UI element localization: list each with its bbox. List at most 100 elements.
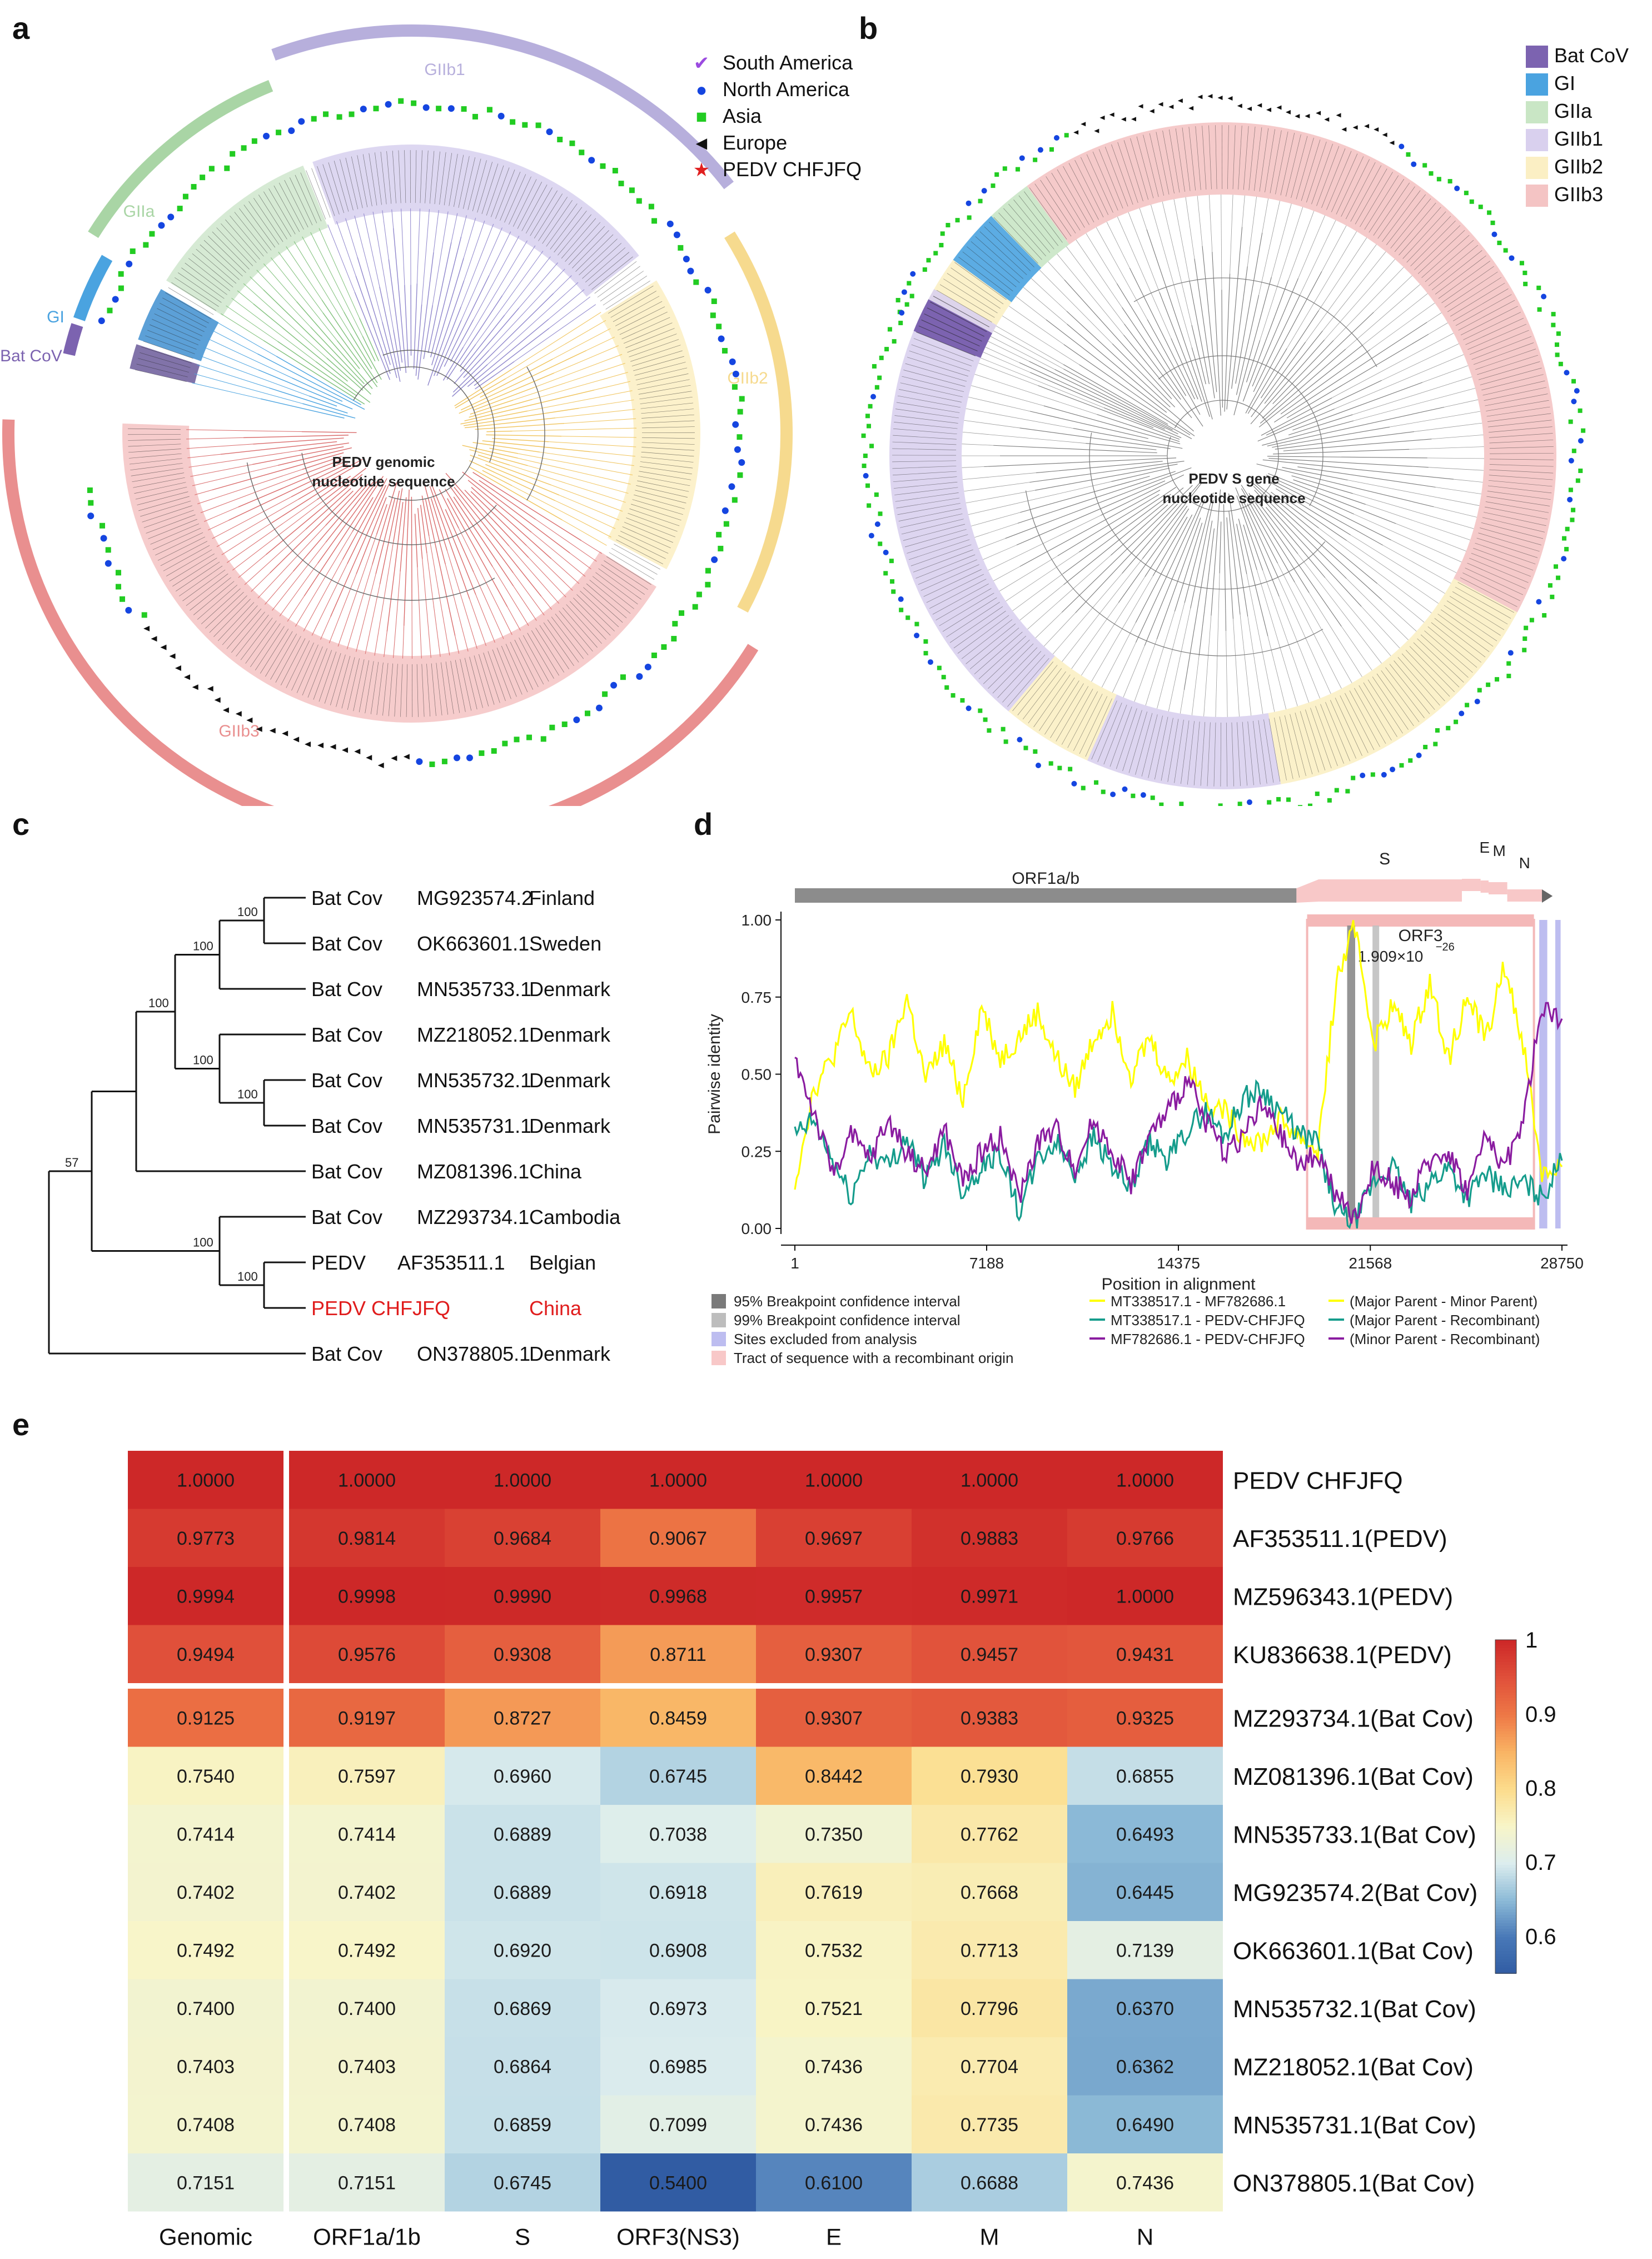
europe-marker [403,754,410,760]
tree-branch [1260,349,1346,424]
tip-label [1040,180,1076,233]
tree-branch [363,213,380,287]
tree-branch [450,319,474,362]
tree-branch [187,454,221,459]
north-america-marker [718,335,725,342]
tree-branch [325,479,376,543]
breakpoint-95 [1347,926,1355,1217]
tree-arc [1025,490,1323,656]
asia-marker [130,248,136,254]
tip-label [291,642,314,691]
tree-branch [1191,655,1200,715]
colorbar-segment [1495,1773,1516,1777]
tip-label [1414,225,1461,270]
heatmap-value: 0.7402 [338,1882,396,1903]
europe-marker [143,625,150,631]
series-line-1 [794,1079,1563,1230]
tree-branch [1103,407,1154,429]
heatmap-value: 0.7403 [177,2056,235,2077]
heatmap-cell [600,1567,756,1625]
panel-label-b: b [859,11,878,46]
tree-branch [269,387,348,414]
asia-marker [1495,677,1500,682]
tree-branch [442,347,464,381]
north-america-marker [447,105,455,112]
tip-label [543,622,574,666]
tree-branch [372,211,394,330]
clade-arc-giib3 [2,419,759,806]
heatmap-cell [912,1863,1067,1921]
tip-label [1424,630,1473,673]
heatmap-value: 0.6889 [494,1824,551,1845]
north-america-marker [158,222,165,229]
colorbar-segment [1495,1798,1516,1802]
asia-marker [115,570,121,576]
tip-label [523,635,549,682]
asia-marker [1015,167,1020,172]
tip-label [902,376,964,392]
asia-marker [737,472,743,478]
tree-branch [513,586,537,621]
colorbar-segment [1495,1704,1516,1707]
tree-branch [1039,270,1113,344]
asia-marker [620,674,626,680]
tip-label [1061,689,1093,745]
tip-label [347,658,360,710]
tip-label [510,641,534,690]
tree-branch [1381,599,1417,632]
legend-d-series: MT338517.1 - PEDV-CHFJFQ [1111,1312,1305,1328]
tree-branch [295,531,353,627]
tree-branch [393,330,401,371]
tip-label [140,500,191,517]
tree-branch [455,635,460,654]
panel-label-c: c [12,807,30,842]
north-america-marker [1053,135,1059,141]
taxon-name: Bat Cov [311,1206,382,1228]
tip-label [353,659,365,711]
tip-label [175,277,219,307]
tip-label [527,633,554,679]
north-america-marker [126,260,133,267]
tree-branch [1286,334,1429,419]
tree-branch [1067,324,1194,432]
clade-label: GIIb3 [218,722,259,740]
tree-branch [1020,476,1150,513]
tip-label [521,185,548,231]
tree-branch [962,432,1086,444]
tip-label [1489,475,1553,480]
tree-branch [549,296,591,329]
tree-branch [1152,516,1188,576]
y-tick-label: 1.00 [742,912,772,929]
tree-branch [993,445,1157,454]
tip-label [324,653,341,704]
heatmap-cell [600,1979,756,2037]
asia-marker [1446,725,1451,730]
heatmap-cell [600,1863,756,1921]
tree-branch [1034,464,1178,491]
colorbar-segment [1495,1909,1516,1913]
tree-branch [244,529,306,585]
tip-label [1128,711,1148,773]
colorbar-segment [1495,1957,1516,1960]
tip-label [591,256,633,290]
europe-marker [1352,125,1358,130]
tree-branch [350,333,372,369]
asia-marker [116,584,122,590]
tree-arc [301,452,497,545]
asia-marker [1408,758,1413,763]
asia-marker [1555,352,1560,357]
tree-branch [216,321,277,357]
asia-marker [1519,261,1524,266]
tip-label [936,588,992,621]
tree-branch [417,252,434,380]
tree-branch [1255,482,1377,584]
colorbar-segment [1495,1751,1516,1754]
tip-label [128,439,181,441]
tree-branch [330,482,390,617]
colorbar-segment [1495,1834,1516,1838]
tip-label [1488,480,1553,487]
colorbar-tick-label: 0.7 [1525,1850,1556,1875]
colorbar-segment [1495,1823,1516,1827]
asia-marker [398,98,404,104]
tip-label [334,161,349,212]
